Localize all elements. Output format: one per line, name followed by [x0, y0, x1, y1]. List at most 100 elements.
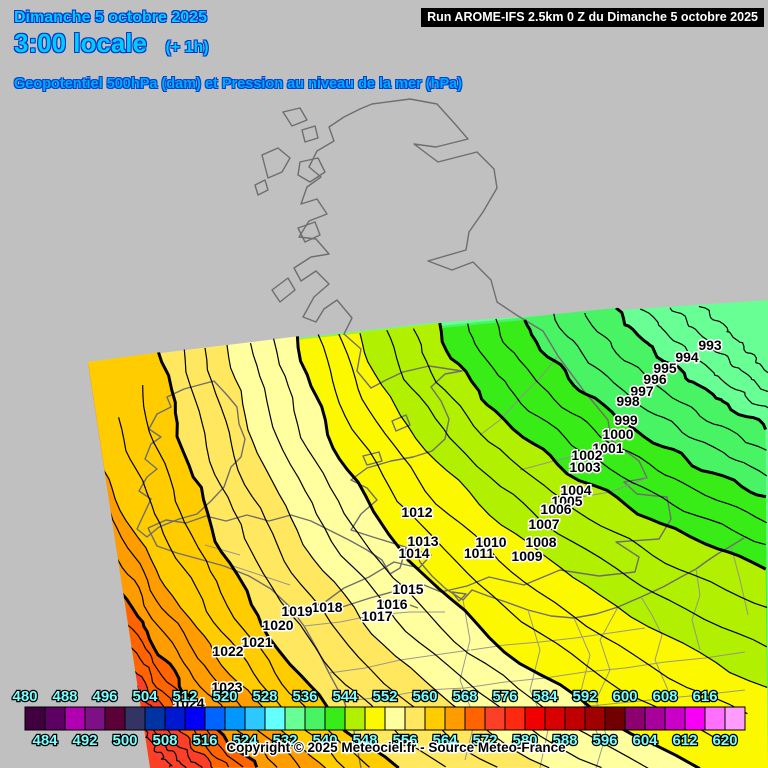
- pressure-label: 1005: [551, 493, 582, 509]
- scale-swatch: [404, 706, 426, 731]
- pressure-label: 1021: [241, 634, 272, 650]
- pressure-label: 1007: [528, 516, 559, 532]
- scale-label: 508: [152, 732, 177, 749]
- pressure-label: 1016: [376, 596, 407, 612]
- coast-great-britain: [293, 98, 672, 609]
- scale-swatch: [704, 706, 726, 731]
- scale-swatch: [44, 706, 66, 731]
- scale-swatch: [444, 706, 466, 731]
- scale-label: 512: [172, 688, 197, 705]
- scale-label: 564: [432, 732, 458, 749]
- pressure-label: 1017: [361, 608, 392, 624]
- scale-label: 556: [392, 732, 417, 749]
- pressure-label: 1011: [464, 545, 495, 561]
- pressure-label: 1014: [398, 545, 429, 561]
- scale-label: 608: [652, 688, 677, 705]
- thin-isobar-line: [103, 522, 278, 768]
- pressure-label: 1015: [392, 581, 423, 597]
- pressure-label: 993: [698, 337, 722, 353]
- scale-swatch: [184, 706, 206, 731]
- scale-label: 536: [292, 688, 317, 705]
- thick-contour-line: [438, 322, 767, 571]
- coast-isle-of-wight: [451, 591, 467, 602]
- scale-label: 492: [72, 732, 97, 749]
- thick-contour-line: [295, 336, 701, 768]
- scale-label: 580: [512, 732, 537, 749]
- thick-contour-line: [523, 319, 767, 499]
- thin-isobar-line: [553, 313, 768, 477]
- scale-label: 604: [632, 732, 658, 749]
- coast-channel-islands: [397, 599, 419, 609]
- pressure-label: 997: [630, 383, 654, 399]
- pressure-label: 999: [614, 412, 638, 428]
- scale-label: 572: [472, 732, 497, 749]
- scale-label: 488: [52, 688, 77, 705]
- pressure-label: 996: [643, 371, 667, 387]
- thin-isobar-line: [412, 328, 768, 609]
- scale-label: 496: [92, 688, 117, 705]
- pressure-label: 1004: [560, 482, 591, 498]
- scale-swatch: [364, 706, 386, 731]
- scale-swatch: [344, 706, 366, 731]
- coast-brittany-north: [147, 514, 350, 541]
- scale-swatch: [284, 706, 306, 731]
- scale-swatch: [224, 706, 246, 731]
- scale-swatch: [324, 706, 346, 731]
- scale-label: 504: [132, 688, 158, 705]
- coast-anglesey: [362, 451, 383, 466]
- scale-label: 548: [352, 732, 377, 749]
- coast-orkney: [282, 107, 319, 143]
- pressure-label: 995: [653, 360, 677, 376]
- pressure-label: 1006: [540, 501, 571, 517]
- thin-isobar-line: [639, 308, 768, 410]
- scale-swatch: [24, 706, 46, 731]
- coastlines: [136, 98, 745, 768]
- scale-label: 528: [252, 688, 277, 705]
- map-subtitle: Geopotentiel 500hPa (dam) et Pression au…: [14, 76, 463, 92]
- scale-swatch: [144, 706, 166, 731]
- pressure-label: 1023: [211, 679, 242, 695]
- isobar-lines: [93, 305, 768, 768]
- thin-isobar-line: [99, 485, 302, 768]
- pressure-label: 994: [675, 349, 699, 365]
- scale-label: 600: [612, 688, 637, 705]
- scale-label: 620: [712, 732, 737, 749]
- scale-label: 584: [532, 688, 558, 705]
- scale-swatch: [684, 706, 706, 731]
- pressure-label: 1019: [281, 603, 312, 619]
- scale-label: 560: [412, 688, 437, 705]
- pressure-label: 1000: [602, 426, 633, 442]
- scale-swatch: [64, 706, 86, 731]
- thin-isobar-line: [273, 338, 651, 768]
- scale-label: 520: [212, 688, 237, 705]
- utc-offset-label: (+ 1h): [165, 39, 209, 56]
- coast-hebrides: [254, 147, 326, 303]
- thin-isobar-line: [584, 312, 767, 451]
- scale-label: 616: [692, 688, 717, 705]
- pressure-label: 1009: [511, 548, 542, 564]
- scale-label: 516: [192, 732, 217, 749]
- scale-swatch: [504, 706, 526, 731]
- band-fill: [88, 362, 257, 768]
- scale-label: 484: [32, 732, 58, 749]
- coast-ireland: [136, 380, 246, 538]
- scale-swatch: [544, 706, 566, 731]
- scale-swatch: [424, 706, 446, 731]
- scale-label: 540: [312, 732, 337, 749]
- scale-label: 480: [12, 688, 37, 705]
- pressure-label: 998: [616, 393, 640, 409]
- pressure-label: 1020: [262, 617, 293, 633]
- color-scale: 480 488 496 504 512 520 528 536 544 552 560 568 576 5…: [11, 687, 746, 750]
- scale-swatch: [584, 706, 606, 731]
- pressure-label: 1010: [475, 534, 506, 550]
- pressure-label: 1022: [212, 643, 243, 659]
- scale-label: 500: [112, 732, 137, 749]
- scale-swatch: [624, 706, 646, 731]
- pressure-label: 1013: [407, 533, 438, 549]
- scale-swatch: [724, 706, 746, 731]
- pressure-label: 1001: [592, 440, 623, 456]
- local-time-label: 3:00 locale: [14, 28, 147, 58]
